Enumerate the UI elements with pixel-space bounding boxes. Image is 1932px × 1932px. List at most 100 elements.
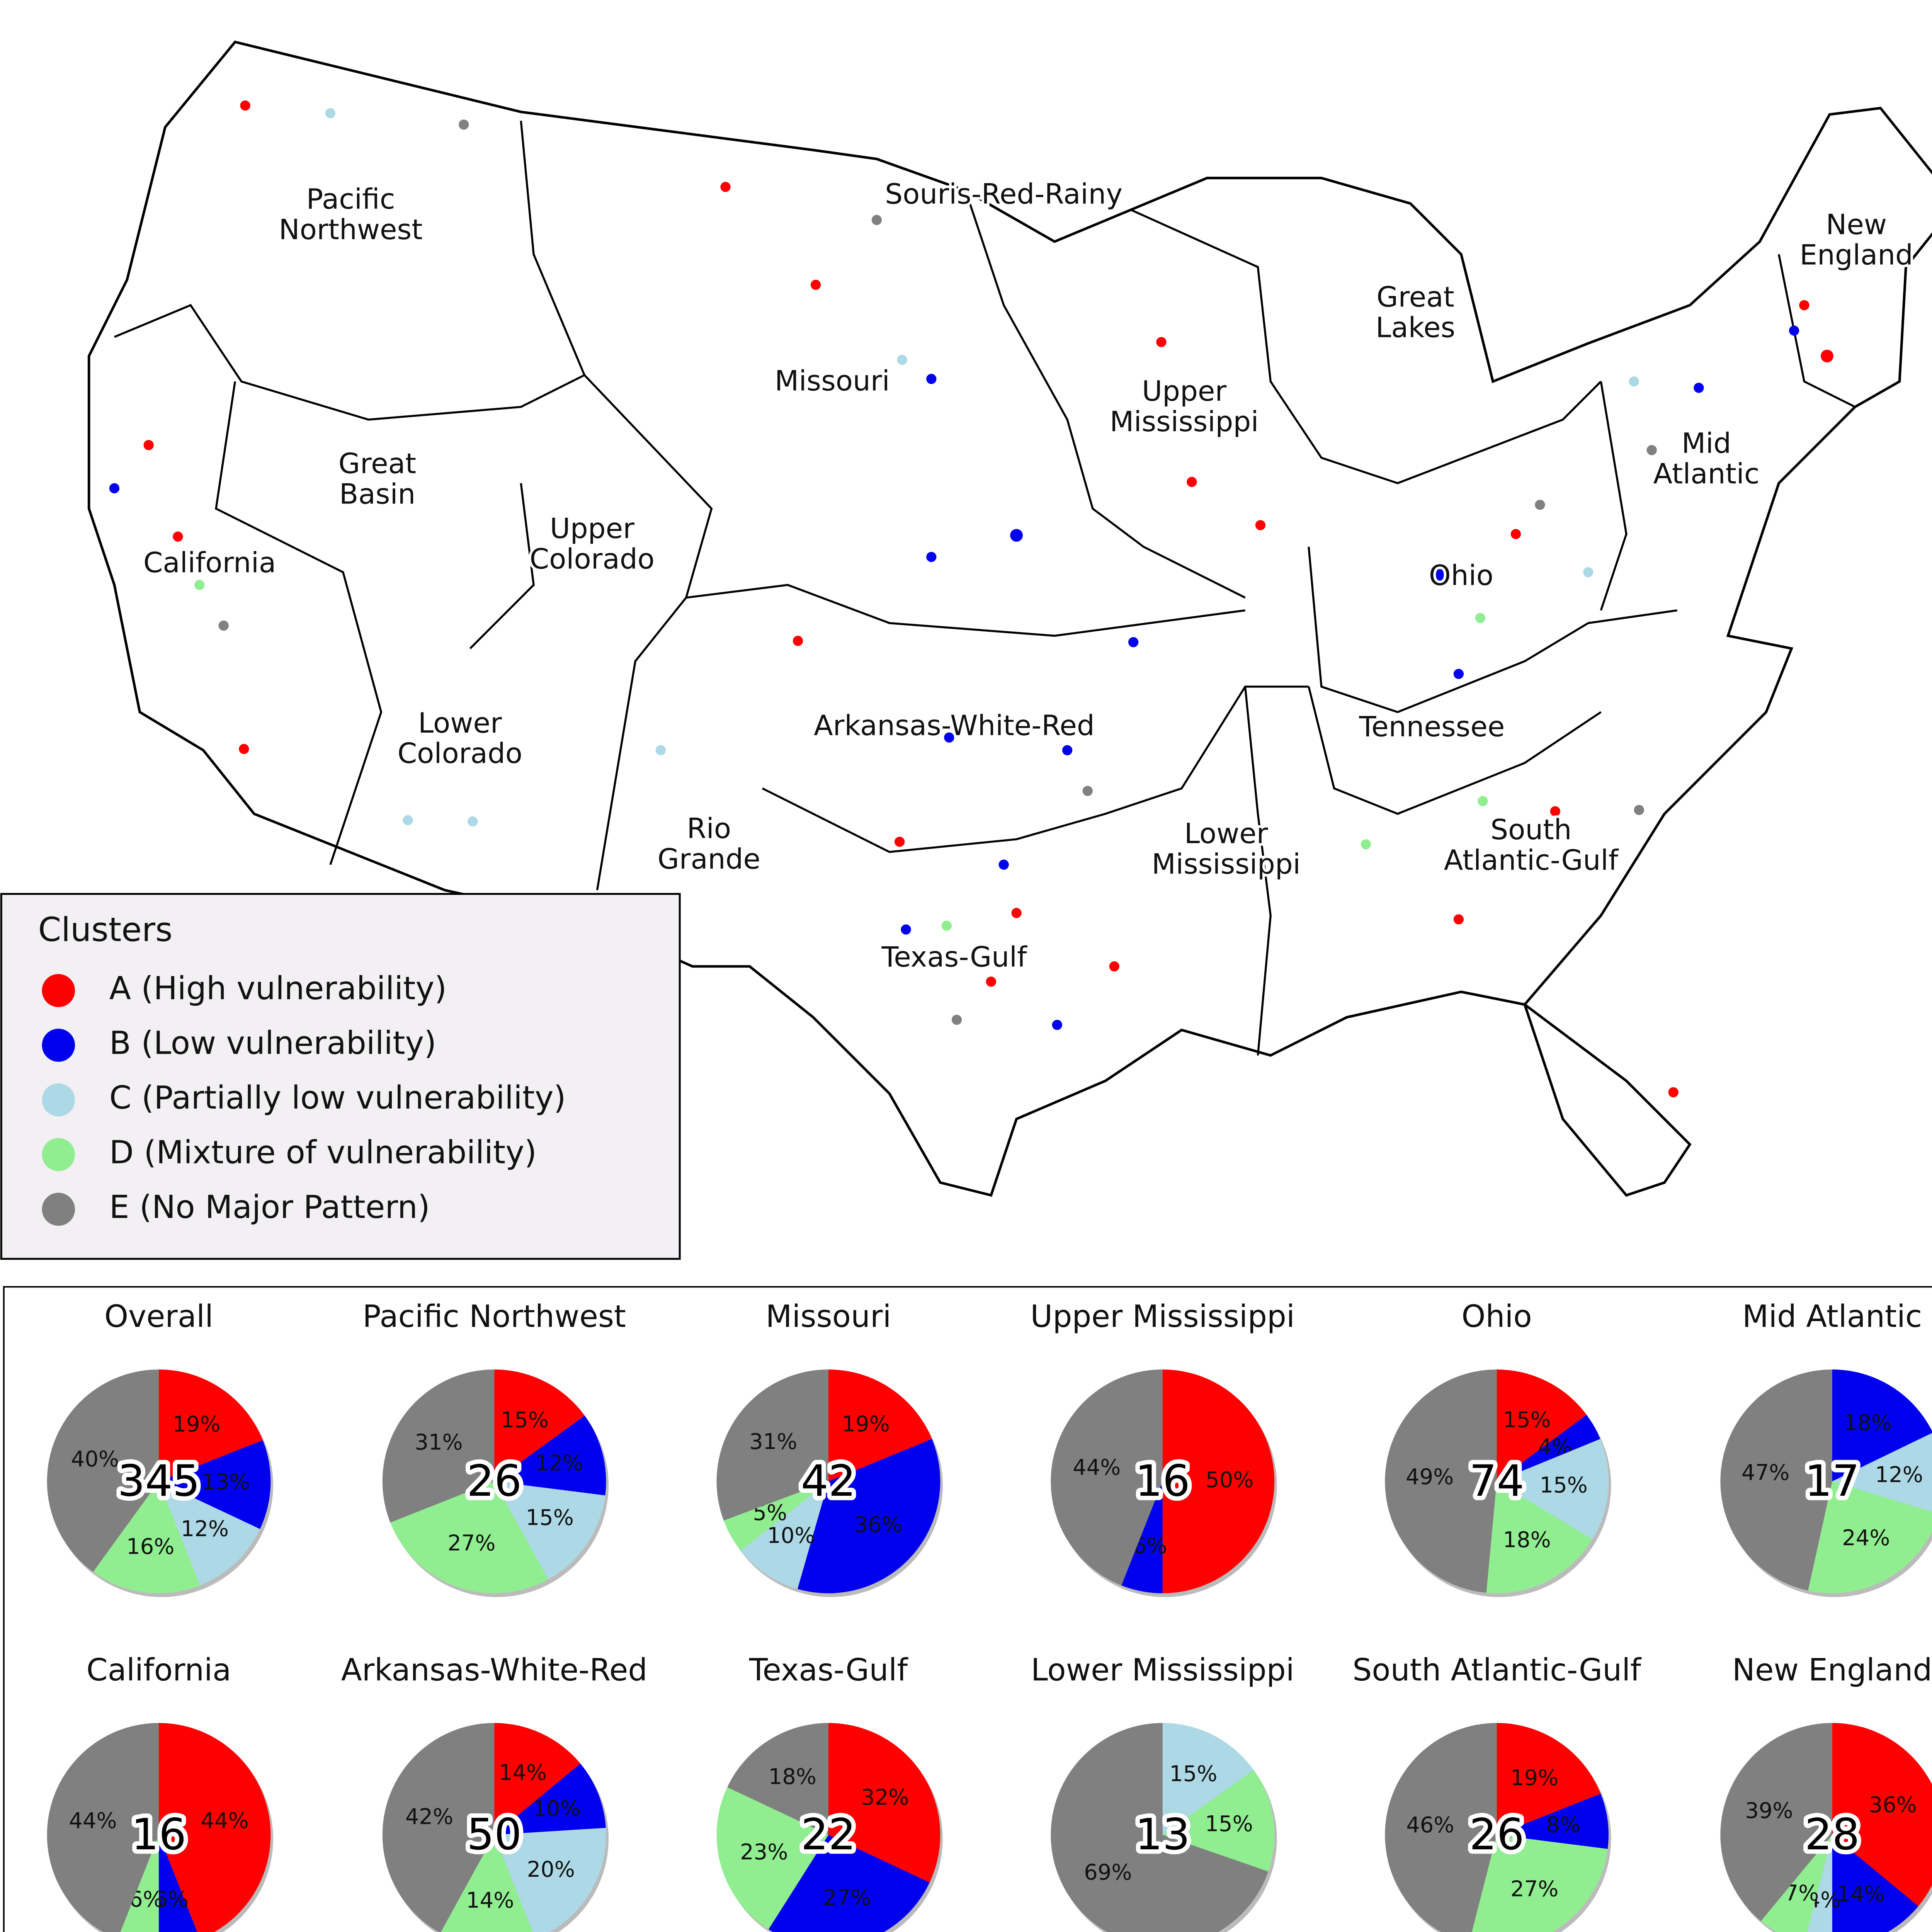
- pie-slice: [494, 1764, 606, 1835]
- region-label-line: Great: [1376, 281, 1454, 313]
- pie-slice: [159, 1369, 263, 1481]
- region-label-line: Rio: [687, 813, 731, 845]
- pie-total: 345: [117, 1456, 200, 1506]
- pie-title: California: [87, 1652, 231, 1688]
- pie-slice: [723, 1481, 828, 1551]
- legend-label: C (Partially low vulnerability): [109, 1080, 566, 1116]
- pie-total: 26: [467, 1456, 522, 1506]
- region-label-line: Colorado: [530, 543, 655, 575]
- pie-panel: [3, 1286, 1932, 1932]
- pie-slice: [1761, 1835, 1832, 1932]
- pie-slice: [93, 1481, 200, 1594]
- region-label-line: Great: [338, 447, 416, 480]
- pie-slice: [828, 1369, 932, 1481]
- pie-value-label: 24%: [1842, 1526, 1890, 1551]
- pie-title: Missouri: [766, 1299, 891, 1334]
- region-label: Mid Atlantic: [1653, 427, 1760, 490]
- legend-title: Clusters: [38, 911, 173, 949]
- pie-slice: [159, 1481, 260, 1586]
- pie-slice: [797, 1439, 940, 1594]
- pie-slice: [159, 1440, 271, 1529]
- region-label-line: New: [1826, 209, 1887, 241]
- pie-slice: [1497, 1794, 1609, 1849]
- pie-value-label: 44%: [1073, 1455, 1121, 1480]
- pie-value-label: 15%: [501, 1408, 549, 1433]
- pie-value-label: 15%: [1205, 1811, 1253, 1837]
- pie-value-label: 14%: [1837, 1882, 1884, 1907]
- region-label-line: Basin: [339, 478, 416, 510]
- pie-slice: [1051, 1723, 1269, 1932]
- pie-value-label: 36%: [1869, 1793, 1917, 1818]
- pie-value-label: 15%: [1540, 1473, 1588, 1498]
- pie-slice: [1472, 1835, 1608, 1932]
- pie-title: Pacific Northwest: [362, 1299, 626, 1334]
- pie-slice: [1486, 1481, 1593, 1594]
- pie-value-label: 19%: [1510, 1765, 1558, 1791]
- region-label: Missouri: [775, 365, 890, 398]
- pie-value-label: 47%: [1742, 1460, 1789, 1485]
- pie-slice: [1121, 1481, 1163, 1594]
- pie-slice: [1162, 1723, 1254, 1835]
- pie-value-label: 49%: [1406, 1464, 1454, 1490]
- pie-total: 26: [1469, 1810, 1524, 1860]
- region-label-line: Lakes: [1376, 311, 1455, 344]
- legend-swatch: [42, 1138, 75, 1171]
- pie-slice: [1051, 1369, 1163, 1586]
- legend-swatch: [42, 1083, 75, 1117]
- pie-value-label: 31%: [749, 1429, 797, 1454]
- pie-slice: [1162, 1369, 1275, 1594]
- pie-slice: [120, 1835, 159, 1932]
- pie-slice: [1832, 1433, 1932, 1512]
- pie-slice: [494, 1828, 606, 1932]
- pie-value-label: 12%: [535, 1451, 583, 1476]
- pie-slice: [494, 1481, 605, 1580]
- pie-title: Mid Atlantic: [1742, 1299, 1922, 1334]
- pie-value-label: 19%: [842, 1412, 890, 1437]
- pie-slice: [727, 1723, 828, 1835]
- pie-slice: [159, 1835, 197, 1932]
- pie-value-label: 69%: [1084, 1860, 1132, 1885]
- region-label: Upper Colorado: [530, 512, 655, 575]
- region-label-line: Lower: [1184, 818, 1268, 850]
- legend-label: E (No Major Pattern): [109, 1189, 430, 1226]
- pie-slice: [494, 1415, 606, 1496]
- pie-slice: [828, 1723, 940, 1883]
- region-label-line: Souris-Red-Rainy: [885, 178, 1122, 211]
- pie-value-label: 27%: [1510, 1876, 1558, 1901]
- pie-value-label: 31%: [415, 1430, 463, 1455]
- legend-swatch: [42, 974, 75, 1007]
- region-label: Upper Mississippi: [1110, 375, 1259, 438]
- region-label: Souris-Red-Rainy: [885, 178, 1122, 211]
- region-label-line: Missouri: [775, 365, 890, 398]
- pie-slice: [1497, 1723, 1601, 1835]
- pie-total: 16: [1135, 1456, 1190, 1506]
- pie-total: 17: [1805, 1456, 1860, 1506]
- pie-total: 16: [131, 1810, 186, 1860]
- pie-slice: [740, 1481, 828, 1589]
- region-label-line: Arkansas-White-Red: [814, 709, 1095, 742]
- pie-value-label: 27%: [447, 1531, 495, 1556]
- region-label-line: Atlantic-Gulf: [1444, 844, 1619, 877]
- pie-slice: [1832, 1723, 1932, 1906]
- region-label-line: Pacific: [306, 183, 395, 216]
- pie-slice: [1497, 1415, 1600, 1481]
- pie-slice: [1832, 1835, 1918, 1932]
- region-label-line: Upper: [1142, 375, 1226, 408]
- pie-title: Arkansas-White-Red: [341, 1652, 648, 1688]
- region-label-line: Upper: [550, 512, 634, 545]
- pie-slice: [47, 1369, 159, 1572]
- pie-total: 28: [1805, 1810, 1860, 1860]
- region-label: Great Lakes: [1376, 281, 1455, 344]
- pie-slice: [1720, 1369, 1832, 1591]
- region-label: South Atlantic-Gulf: [1444, 814, 1619, 877]
- pie-total: 74: [1469, 1456, 1524, 1506]
- pie-slice: [768, 1835, 930, 1932]
- region-label-line: Northwest: [279, 214, 423, 246]
- pie-slice: [1832, 1369, 1932, 1481]
- region-label: Ohio: [1429, 560, 1493, 592]
- pie-slice: [1497, 1369, 1587, 1481]
- pie-slice: [159, 1723, 271, 1932]
- pie-slice: [47, 1723, 159, 1932]
- pie-value-label: 15%: [1169, 1761, 1217, 1786]
- pie-value-label: 19%: [173, 1412, 221, 1437]
